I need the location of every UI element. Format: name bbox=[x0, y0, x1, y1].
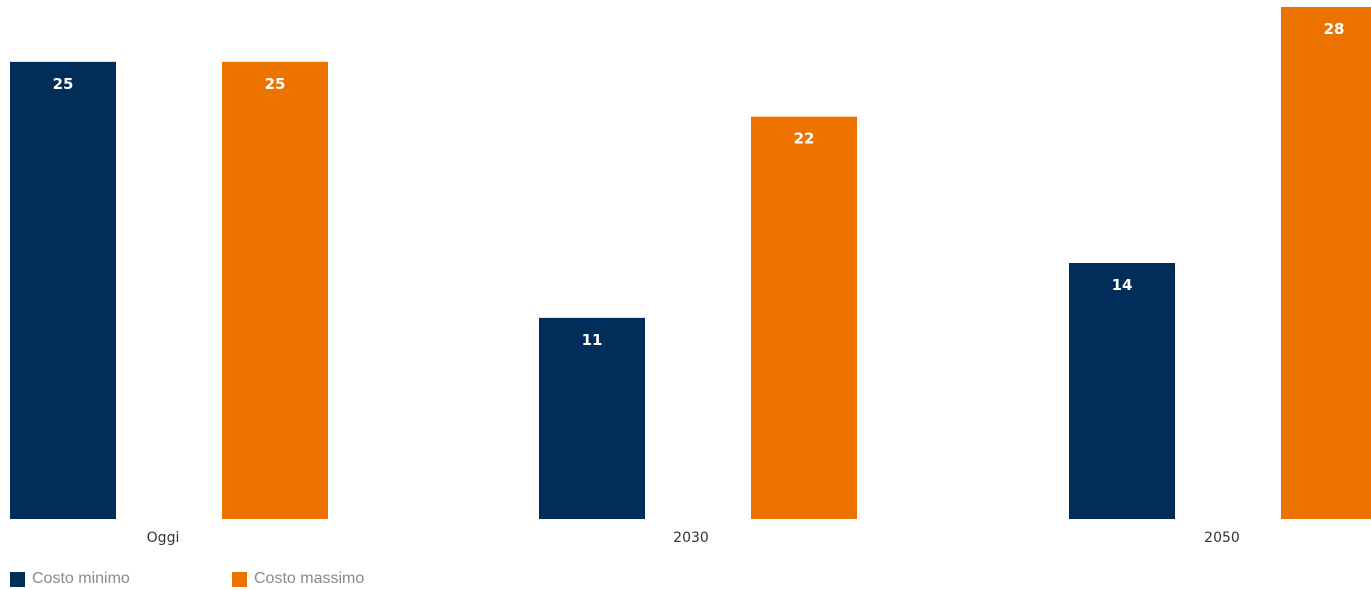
legend: Costo minimo Costo massimo bbox=[10, 570, 454, 588]
bar-value-label: 28 bbox=[1324, 20, 1345, 38]
bar-value-label: 14 bbox=[1112, 276, 1133, 294]
category-label: Oggi bbox=[147, 530, 180, 546]
bar-value-label: 25 bbox=[53, 75, 74, 93]
bar-min-2050 bbox=[1069, 263, 1175, 519]
bar-max-2050 bbox=[1281, 7, 1371, 519]
category-label: 2030 bbox=[673, 530, 709, 546]
legend-item-min: Costo minimo bbox=[10, 570, 232, 588]
bar-min-oggi bbox=[10, 61, 116, 519]
bar-min-2030 bbox=[539, 317, 645, 519]
bar-value-label: 22 bbox=[794, 130, 815, 148]
legend-swatch-min bbox=[10, 571, 25, 587]
bar-max-2030 bbox=[751, 116, 857, 519]
bar-chart: 25 25 11 22 14 28 Oggi 2030 2050 bbox=[10, 7, 1371, 546]
legend-swatch-max bbox=[232, 571, 247, 587]
bar-value-label: 11 bbox=[582, 331, 603, 349]
legend-label-min: Costo minimo bbox=[32, 570, 130, 587]
legend-item-max: Costo massimo bbox=[232, 570, 454, 588]
bar-max-oggi bbox=[222, 61, 328, 519]
category-label: 2050 bbox=[1204, 530, 1240, 546]
category-labels-group: Oggi 2030 2050 bbox=[147, 530, 1240, 546]
legend-label-max: Costo massimo bbox=[254, 570, 365, 587]
bars-group bbox=[10, 7, 1371, 519]
bar-value-label: 25 bbox=[265, 75, 286, 93]
value-labels-group: 25 25 11 22 14 28 bbox=[53, 20, 1345, 349]
